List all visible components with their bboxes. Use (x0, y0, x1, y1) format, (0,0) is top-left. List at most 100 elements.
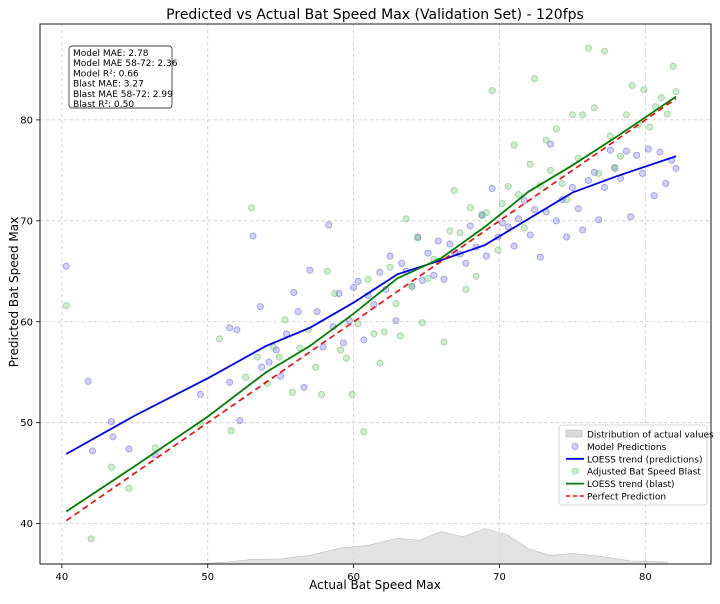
model-prediction-point (109, 433, 117, 441)
blast-point (253, 353, 261, 361)
stats-box-frame (68, 45, 173, 109)
model-prediction-point (84, 377, 92, 385)
blast-point (275, 353, 283, 361)
model-prediction-point (294, 308, 302, 316)
blast-point (392, 300, 400, 308)
y-tick-label: 50 (20, 418, 33, 429)
model-prediction-point (107, 418, 115, 426)
blast-point (482, 209, 490, 217)
model-prediction-point (196, 390, 204, 398)
x-axis-label: Actual Bat Speed Max (309, 578, 441, 592)
blast-point (494, 246, 502, 254)
blast-point (376, 359, 384, 367)
legend-model-marker (571, 442, 579, 450)
model-prediction-point (622, 147, 630, 155)
model-prediction-point (226, 324, 234, 332)
blast-point (617, 152, 625, 160)
perfect-prediction-line (65, 98, 677, 522)
blast-point (504, 183, 512, 191)
blast-point (288, 388, 296, 396)
blast-point (336, 346, 344, 354)
blast-point (360, 428, 368, 436)
model-prediction-point (418, 276, 426, 284)
model-prediction-point (265, 358, 273, 366)
blast-point (462, 285, 470, 293)
model-prediction-point (386, 252, 394, 260)
model-prediction-point (424, 249, 432, 257)
model-prediction-point (398, 259, 406, 267)
model-prediction-point (568, 184, 576, 192)
stats-box-line: Blast MAE 58-72: 2.99 (73, 90, 173, 100)
legend-distribution-swatch (565, 429, 583, 438)
legend-label: Model Predictions (587, 443, 667, 453)
x-tick-label: 50 (201, 572, 214, 583)
model-prediction-point (601, 184, 609, 192)
model-prediction-point (563, 233, 571, 241)
model-prediction-point (536, 253, 544, 261)
blast-point (446, 227, 454, 235)
legend-blast-marker (571, 467, 579, 475)
blast-point (488, 87, 496, 95)
model-prediction-point (319, 343, 327, 351)
model-prediction-point (290, 288, 298, 296)
model-prediction-point (498, 219, 506, 227)
model-prediction-point (462, 259, 470, 267)
model-prediction-point (514, 215, 522, 223)
blast-point (312, 363, 320, 371)
blast-point (424, 274, 432, 282)
distribution-area (193, 528, 668, 565)
blast-point (595, 169, 603, 177)
blast-point (396, 332, 404, 340)
blast-point (622, 111, 630, 119)
blast-point (590, 104, 598, 112)
blast-point (672, 88, 680, 96)
blast-point (568, 111, 576, 119)
blast-point (318, 390, 326, 398)
x-tick-label: 70 (493, 572, 506, 583)
blast-point (380, 328, 388, 336)
model-prediction-point (552, 217, 560, 225)
model-prediction-point (662, 179, 670, 187)
blast-point (456, 229, 464, 237)
legend-label: Distribution of actual values (587, 431, 714, 441)
model-prediction-point (672, 164, 680, 172)
blast-point (510, 141, 518, 149)
blast-point (281, 316, 289, 324)
stats-box-line: Blast MAE: 3.27 (73, 80, 144, 90)
model-prediction-point (584, 176, 592, 184)
stats-box-line: Model R²: 0.66 (73, 69, 139, 79)
plot-frame (39, 23, 712, 565)
blast-point (542, 136, 550, 144)
model-prediction-point (504, 223, 512, 231)
model-prediction-point (313, 308, 321, 316)
blast-point (386, 263, 394, 271)
model-prediction-point (520, 197, 528, 205)
model-prediction-point (526, 231, 534, 239)
model-prediction-point (339, 339, 347, 347)
model-prediction-point (354, 277, 362, 285)
model-prediction-point (258, 363, 266, 371)
legend-label: LOESS trend (blast) (587, 480, 675, 490)
model-prediction-point (376, 268, 384, 276)
model-prediction-point (89, 447, 97, 455)
model-prediction-point (650, 192, 658, 200)
y-axis-label: Predicted Bat Speed Max (7, 217, 21, 368)
blast-point (611, 163, 619, 171)
model-prediction-point (627, 213, 635, 221)
legend-label: Adjusted Bat Speed Blast (587, 468, 701, 478)
blast-point (323, 267, 331, 275)
legend-label: Perfect Prediction (587, 493, 666, 503)
blast-point (646, 123, 654, 131)
model-prediction-point (446, 240, 454, 248)
legend-frame (558, 424, 708, 506)
blast-point (601, 47, 609, 55)
model-prediction-point (644, 145, 652, 153)
blast-point (514, 191, 522, 199)
stats-box-line: Blast R²: 0.50 (73, 100, 134, 110)
blast-point (657, 94, 665, 102)
model-prediction-point (440, 275, 448, 283)
